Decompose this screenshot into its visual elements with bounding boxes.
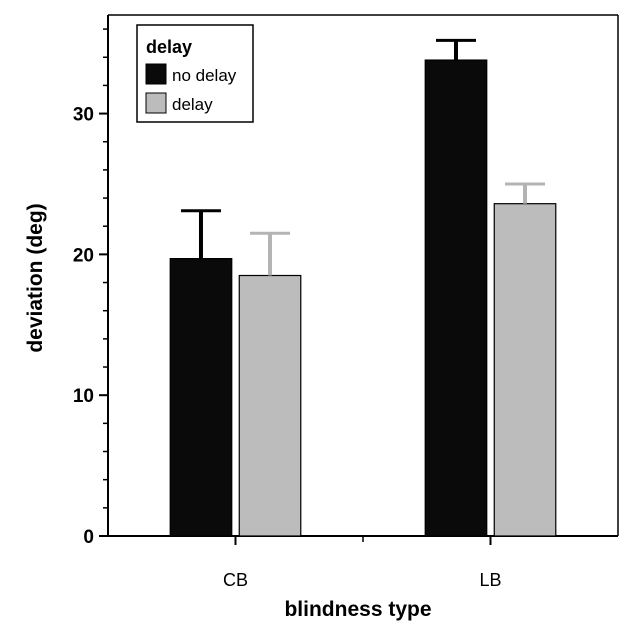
x-tick-label: LB	[479, 570, 501, 590]
legend-label-no-delay: no delay	[172, 66, 237, 85]
y-tick-label: 30	[73, 105, 94, 126]
x-tick-label: CB	[223, 570, 248, 590]
x-axis-label: blindness type	[284, 598, 431, 621]
bar	[169, 258, 233, 537]
bar	[238, 274, 302, 537]
legend-title: delay	[146, 37, 192, 57]
plot-frame	[108, 14, 619, 536]
bar	[424, 59, 488, 537]
y-tick-label: 20	[73, 245, 94, 266]
bar	[493, 203, 557, 537]
y-axis-label: deviation (deg)	[24, 203, 47, 352]
y-tick-label: 10	[73, 386, 94, 407]
bars	[169, 59, 557, 537]
y-tick-label: 0	[83, 527, 94, 548]
legend-label-delay: delay	[172, 95, 213, 114]
y-axis: 0 10 20 30	[73, 15, 109, 548]
legend-swatch-no-delay	[145, 63, 167, 85]
legend: delay no delay delay	[136, 24, 254, 123]
x-axis: CB LB	[108, 535, 618, 590]
legend-swatch-delay	[145, 92, 167, 114]
error-bars	[180, 38, 546, 276]
